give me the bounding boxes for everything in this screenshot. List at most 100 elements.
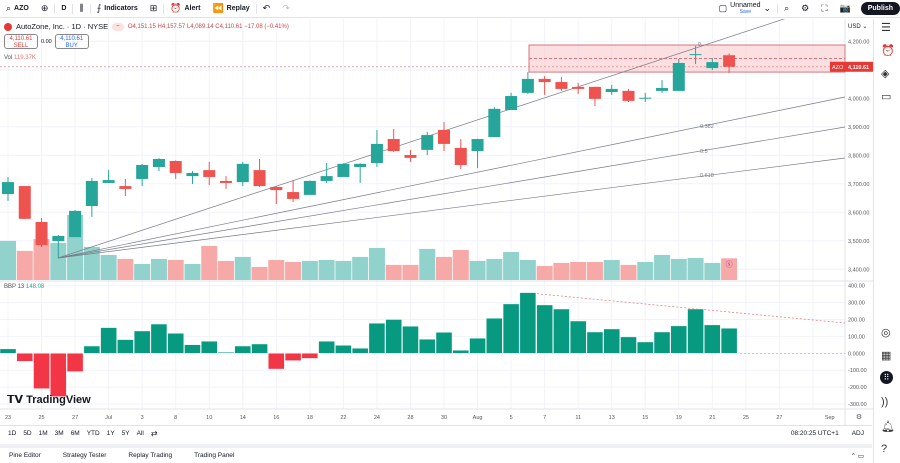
volume-bar bbox=[33, 239, 50, 280]
candle-body bbox=[572, 86, 585, 89]
volume-bar bbox=[519, 260, 536, 280]
range-5d[interactable]: 5D bbox=[23, 430, 32, 437]
bbp-trend-line bbox=[528, 292, 846, 324]
layers-icon[interactable]: ◈ bbox=[881, 68, 890, 80]
tab-trading-panel[interactable]: Trading Panel bbox=[194, 452, 235, 459]
volume-bar bbox=[637, 262, 654, 280]
bbp-bar bbox=[486, 318, 503, 354]
candle-body bbox=[337, 163, 350, 177]
quick-search-icon[interactable]: ⌕ bbox=[784, 3, 790, 13]
bbp-bar bbox=[502, 303, 520, 354]
candle-body bbox=[723, 55, 736, 67]
camera-icon[interactable]: 📷 bbox=[839, 3, 851, 13]
bbp-tick: 0.0000 bbox=[848, 351, 865, 357]
range-1m[interactable]: 1M bbox=[38, 430, 48, 437]
time-tick: 8 bbox=[174, 415, 177, 421]
volume-bar bbox=[100, 254, 117, 280]
redo-icon: ↷ bbox=[282, 3, 290, 13]
redo-button[interactable]: ↷ bbox=[276, 0, 296, 18]
calendar-icon[interactable]: ▦ bbox=[881, 350, 892, 362]
candle-body bbox=[152, 159, 165, 167]
buy-button[interactable]: 4,110.61 BUY bbox=[54, 34, 89, 49]
bbp-legend: BBP 13 148.08 bbox=[4, 284, 44, 290]
adj-toggle[interactable]: ADJ bbox=[851, 430, 864, 437]
bbp-bar bbox=[284, 353, 302, 361]
compare-button[interactable]: ⊕ bbox=[35, 0, 55, 18]
range-6m[interactable]: 6M bbox=[70, 430, 80, 437]
chat-icon[interactable]: ▭ bbox=[881, 91, 892, 103]
collapse-icon[interactable]: ⌃ ▭ bbox=[850, 452, 864, 460]
candle-body bbox=[421, 135, 434, 150]
indicators-label: Indicators bbox=[104, 5, 138, 12]
divider bbox=[255, 3, 257, 14]
range-all[interactable]: All bbox=[136, 430, 144, 437]
currency-selector[interactable]: USD ⌄ bbox=[848, 24, 868, 30]
candle-body bbox=[236, 163, 249, 183]
range-5y[interactable]: 5Y bbox=[121, 430, 130, 437]
top-toolbar: ⌕ AZO ⊕ D ⫼ ⨍ Indicators ⊞ ⏰ Alert ⏪ Replay … bbox=[0, 0, 900, 18]
goto-date-icon[interactable]: ⇄ bbox=[150, 429, 158, 438]
interval-button[interactable]: D bbox=[55, 0, 72, 18]
clock[interactable]: 08:20:25 UTC+1 bbox=[790, 430, 839, 437]
fullscreen-icon[interactable]: ⛶ bbox=[821, 3, 828, 13]
broadcast-icon[interactable]: )) bbox=[881, 396, 889, 408]
bbp-bar bbox=[33, 353, 50, 389]
bbp-bar bbox=[351, 348, 369, 354]
time-tick: 14 bbox=[240, 415, 246, 421]
bbp-bar bbox=[66, 353, 84, 372]
range-1d[interactable]: 1D bbox=[8, 430, 17, 437]
legend-toggle-button[interactable]: ⁼ bbox=[112, 22, 124, 31]
sell-button[interactable]: 4,110.61 SELL bbox=[4, 34, 38, 49]
range-1y[interactable]: 1Y bbox=[106, 430, 115, 437]
time-tick: 11 bbox=[575, 415, 581, 421]
candle-body bbox=[253, 170, 266, 187]
indicators-button[interactable]: ⨍ Indicators bbox=[91, 0, 144, 18]
bbp-tick: -200.00 bbox=[848, 385, 867, 391]
divider bbox=[72, 3, 74, 14]
chart-type-button[interactable]: ⫼ bbox=[73, 0, 89, 18]
undo-button[interactable]: ↶ bbox=[257, 0, 277, 18]
range-3m[interactable]: 3M bbox=[54, 430, 64, 437]
fib-fan-line bbox=[57, 96, 846, 259]
replay-button[interactable]: ⏪ Replay bbox=[206, 0, 255, 18]
candle-body bbox=[52, 235, 65, 242]
volume-bar bbox=[335, 260, 352, 280]
publish-button[interactable]: Publish bbox=[860, 2, 900, 15]
bell-icon[interactable]: 🔔︎ bbox=[881, 421, 895, 433]
candle-body bbox=[186, 172, 199, 177]
candle-body bbox=[639, 97, 652, 99]
last-price-value: 4,110.61 bbox=[848, 65, 869, 71]
tab-strategy-tester[interactable]: Strategy Tester bbox=[62, 452, 107, 459]
apps-grid-icon[interactable]: ⠿ bbox=[880, 371, 893, 384]
target-icon[interactable]: ◎ bbox=[881, 327, 891, 339]
bbp-tick: 400.00 bbox=[848, 284, 865, 290]
volume-bar bbox=[268, 260, 285, 280]
alert-button[interactable]: ⏰ Alert bbox=[164, 0, 206, 18]
time-tick: 21 bbox=[709, 415, 715, 421]
help-icon[interactable]: ? bbox=[881, 443, 888, 455]
price-tick: 3,600.00 bbox=[848, 210, 869, 216]
plus-circle-icon: ⊕ bbox=[40, 3, 49, 13]
settings-icon[interactable]: ⚙ bbox=[801, 3, 810, 13]
volume-bar bbox=[117, 258, 134, 280]
bbp-bar bbox=[83, 345, 101, 354]
time-tick: Jul bbox=[105, 415, 112, 421]
layout-button[interactable]: ▢ Unnamed Save ⌄ bbox=[713, 0, 777, 18]
volume-bar bbox=[536, 266, 553, 280]
tab-replay-trading[interactable]: Replay Trading bbox=[128, 452, 173, 459]
alarm-clock-icon[interactable]: ⏰ bbox=[881, 45, 895, 57]
bbp-bar bbox=[184, 344, 201, 354]
range-ytd[interactable]: YTD bbox=[86, 430, 100, 437]
tab-pine-editor[interactable]: Pine Editor bbox=[9, 452, 41, 459]
watchlist-icon[interactable]: ☰ bbox=[881, 22, 891, 34]
price-chart[interactable]: 0 0.382 0.5 0.618 4,200.00 4,000.00 3,900.00 3,… bbox=[0, 19, 873, 425]
volume-bar bbox=[687, 258, 704, 280]
volume-bar bbox=[452, 250, 469, 280]
volume-bar bbox=[234, 256, 251, 280]
templates-button[interactable]: ⊞ bbox=[144, 0, 164, 18]
time-tick: Aug bbox=[473, 415, 483, 421]
volume-bar bbox=[251, 266, 268, 280]
symbol-search[interactable]: ⌕ AZO bbox=[0, 0, 35, 18]
volume-bar bbox=[218, 260, 235, 280]
candle-body bbox=[656, 88, 669, 91]
